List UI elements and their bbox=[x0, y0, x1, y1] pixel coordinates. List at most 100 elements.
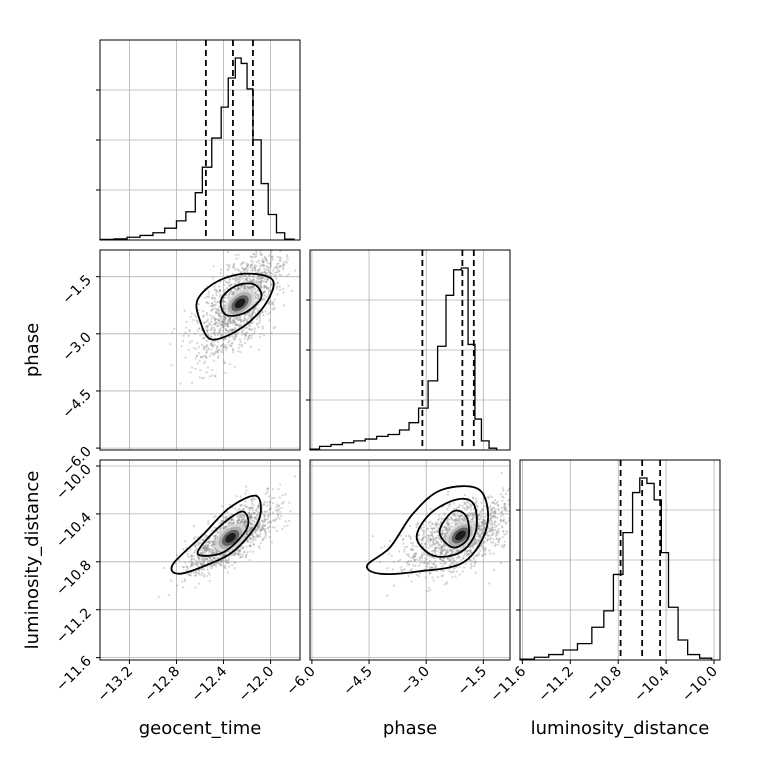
scatter-point bbox=[252, 278, 255, 281]
scatter-point bbox=[246, 285, 249, 288]
scatter-point bbox=[205, 541, 208, 544]
scatter-point bbox=[417, 538, 421, 541]
scatter-point bbox=[422, 551, 425, 554]
scatter-point bbox=[281, 263, 285, 266]
scatter-point bbox=[262, 290, 265, 294]
scatter-point bbox=[214, 557, 217, 560]
scatter-point bbox=[507, 499, 510, 502]
scatter-point bbox=[462, 554, 466, 558]
scatter-point bbox=[229, 321, 232, 324]
scatter-point bbox=[446, 523, 449, 526]
scatter-point bbox=[238, 338, 241, 341]
scatter-point bbox=[420, 555, 423, 558]
scatter-point bbox=[190, 560, 193, 563]
scatter-point bbox=[425, 565, 428, 569]
scatter-point bbox=[247, 539, 250, 542]
scatter-point bbox=[254, 287, 257, 290]
scatter-point bbox=[235, 322, 238, 325]
scatter-point bbox=[217, 312, 220, 315]
scatter-point bbox=[206, 366, 210, 369]
scatter-point bbox=[436, 541, 439, 544]
scatter-point bbox=[284, 493, 287, 496]
scatter-point bbox=[244, 267, 248, 271]
scatter-point bbox=[271, 502, 274, 505]
scatter-point bbox=[268, 508, 272, 511]
scatter-point bbox=[251, 308, 254, 311]
scatter-point bbox=[421, 537, 424, 541]
scatter-point bbox=[234, 334, 237, 337]
scatter-point bbox=[206, 326, 209, 329]
scatter-point bbox=[215, 312, 218, 315]
scatter-point bbox=[261, 260, 264, 263]
scatter-point bbox=[271, 519, 274, 522]
scatter-point bbox=[250, 263, 254, 267]
scatter-point bbox=[212, 352, 215, 355]
scatter-point bbox=[254, 529, 257, 533]
scatter-point bbox=[239, 276, 242, 279]
scatter-point bbox=[431, 562, 434, 566]
scatter-point bbox=[213, 318, 216, 321]
scatter-point bbox=[251, 500, 254, 503]
scatter-point bbox=[193, 544, 197, 547]
scatter-point bbox=[498, 537, 501, 541]
scatter-point bbox=[447, 524, 450, 527]
scatter-point bbox=[502, 520, 505, 523]
scatter-point bbox=[205, 543, 208, 546]
scatter-points bbox=[366, 471, 513, 597]
scatter-point bbox=[189, 565, 192, 568]
scatter-point bbox=[200, 552, 203, 556]
scatter-point bbox=[237, 278, 240, 282]
scatter-point bbox=[501, 495, 504, 498]
scatter-point bbox=[218, 289, 222, 292]
scatter-point bbox=[443, 514, 446, 517]
scatter-point bbox=[223, 316, 226, 319]
scatter-point bbox=[218, 562, 221, 565]
scatter-point bbox=[219, 293, 222, 296]
scatter-point bbox=[409, 541, 413, 545]
scatter-point bbox=[251, 526, 254, 529]
scatter-point bbox=[211, 301, 214, 305]
scatter-point bbox=[270, 541, 274, 544]
scatter-point bbox=[478, 517, 482, 520]
scatter-point bbox=[212, 549, 215, 552]
scatter-point bbox=[207, 549, 210, 552]
scatter-point bbox=[236, 278, 239, 281]
scatter-point bbox=[200, 552, 203, 555]
scatter-point bbox=[242, 287, 246, 290]
scatter-point bbox=[251, 313, 254, 316]
scatter-point bbox=[259, 529, 262, 533]
scatter-point bbox=[466, 504, 469, 507]
scatter-point bbox=[494, 534, 497, 537]
scatter-point bbox=[228, 555, 231, 558]
scatter-point bbox=[444, 552, 448, 556]
scatter-point bbox=[439, 553, 442, 556]
scatter-point bbox=[511, 502, 513, 504]
scatter-point bbox=[441, 559, 444, 562]
scatter-point bbox=[257, 505, 261, 508]
scatter-point bbox=[243, 318, 246, 321]
scatter-point bbox=[480, 501, 483, 504]
scatter-point bbox=[250, 533, 253, 536]
scatter-point bbox=[227, 296, 230, 300]
y-tick-label: −3.0 bbox=[59, 329, 94, 364]
scatter-point bbox=[228, 280, 231, 283]
scatter-point bbox=[222, 325, 225, 328]
scatter-point bbox=[503, 533, 506, 536]
scatter-point bbox=[430, 545, 433, 548]
scatter-point bbox=[238, 343, 241, 346]
scatter-point bbox=[442, 559, 445, 562]
scatter-point bbox=[248, 536, 252, 540]
scatter-point bbox=[246, 338, 249, 341]
scatter-point bbox=[496, 533, 499, 536]
scatter-point bbox=[275, 505, 278, 509]
scatter-point bbox=[479, 525, 482, 528]
scatter-point bbox=[471, 512, 474, 515]
scatter-point bbox=[439, 539, 442, 542]
scatter-point bbox=[205, 356, 208, 360]
scatter-point bbox=[451, 518, 454, 522]
scatter-point bbox=[437, 544, 440, 547]
scatter-point bbox=[455, 518, 458, 521]
scatter-point bbox=[471, 544, 474, 547]
scatter-point bbox=[208, 375, 211, 378]
